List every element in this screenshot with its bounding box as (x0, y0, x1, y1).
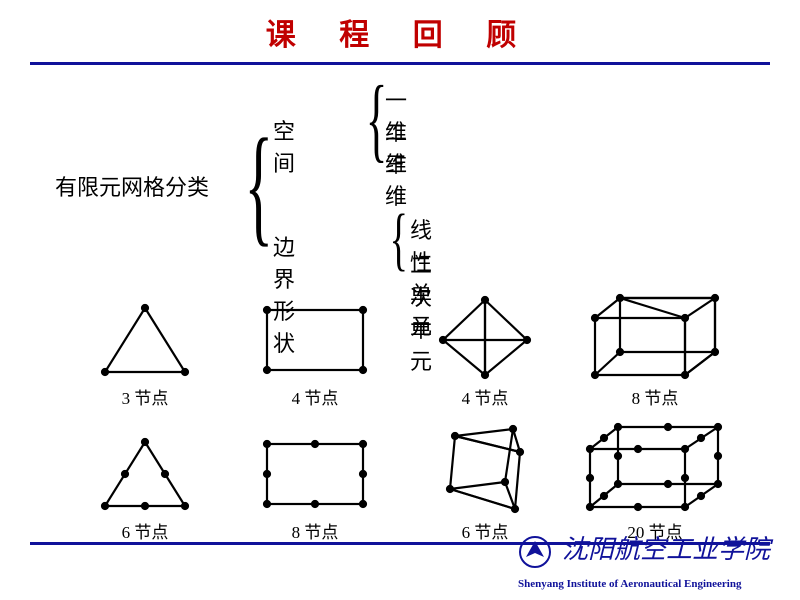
shape-caption: 8 节点 (632, 384, 679, 409)
footer-institution-en: Shenyang Institute of Aeronautical Engin… (518, 578, 742, 590)
slide-container: 课 程 回 顾 有限元网格分类 { 空 间 { 一 维 二 维 三 维 边界形状… (0, 0, 800, 600)
triangle6-icon (95, 434, 195, 514)
rectangle8-icon (255, 434, 375, 514)
rectangle-icon (255, 300, 375, 380)
tree-branch-space: 空 间 (273, 114, 319, 178)
tetrahedron-icon (435, 295, 535, 380)
prism-icon (435, 424, 535, 514)
triangle-icon (95, 300, 195, 380)
diagram-row-2: 6 节点 8 节点 (60, 419, 740, 543)
shape-3node-triangle: 3 节点 (65, 300, 225, 409)
hexahedron-icon (585, 290, 725, 380)
shape-caption: 3 节点 (122, 384, 169, 409)
diagram-row-1: 3 节点 4 节点 4 节点 (60, 290, 740, 409)
shape-caption: 8 节点 (292, 518, 339, 543)
shape-caption: 4 节点 (292, 384, 339, 409)
shape-8node-hex: 8 节点 (575, 290, 735, 409)
tree-root: 有限元网格分类 (55, 170, 209, 202)
shape-caption: 4 节点 (462, 384, 509, 409)
shape-caption: 6 节点 (462, 518, 509, 543)
footer-institution-cn: 沈阳航空工业学院 (562, 535, 770, 564)
element-diagrams: 3 节点 4 节点 4 节点 (60, 290, 740, 553)
shape-6node-triangle: 6 节点 (65, 434, 225, 543)
shape-4node-tet: 4 节点 (405, 295, 565, 409)
slide-title: 课 程 回 顾 (0, 0, 800, 54)
footer: 沈阳航空工业学院 Shenyang Institute of Aeronauti… (518, 529, 770, 592)
hexahedron20-icon (580, 419, 730, 514)
shape-20node-hex: 20 节点 (575, 419, 735, 543)
shape-8node-rect: 8 节点 (235, 434, 395, 543)
logo-icon (518, 535, 552, 574)
shape-4node-rect: 4 节点 (235, 300, 395, 409)
shape-6node-prism: 6 节点 (405, 424, 565, 543)
shape-caption: 6 节点 (122, 518, 169, 543)
top-divider (30, 62, 770, 65)
